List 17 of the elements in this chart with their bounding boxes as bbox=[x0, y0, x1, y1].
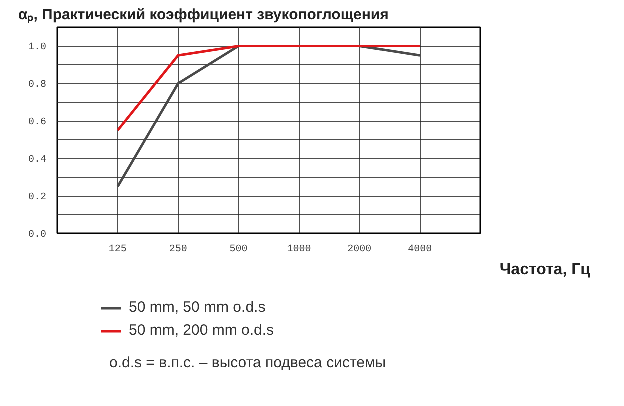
x-tick-label: 4000 bbox=[408, 244, 432, 256]
y-tick-label: 1.0 bbox=[28, 42, 47, 54]
y-tick-label: 0.0 bbox=[28, 230, 47, 241]
y-tick-label: 0.4 bbox=[28, 155, 47, 166]
y-tick-label: 0.6 bbox=[28, 118, 47, 129]
chart-title: αₚ, Практический коэффициент звукопоглощения bbox=[18, 6, 389, 24]
x-tick-label: 250 bbox=[169, 244, 188, 256]
y-tick-label: 0.2 bbox=[28, 192, 47, 204]
text: o.d.s = в.п.с. – высота подвеса системы bbox=[110, 354, 386, 372]
legend-label: 50 mm, 50 mm o.d.s bbox=[129, 299, 266, 316]
legend-label: 50 mm, 200 mm o.d.s bbox=[129, 322, 274, 339]
x-tick-label: 500 bbox=[230, 244, 248, 256]
x-tick-label: 2000 bbox=[348, 244, 372, 256]
x-tick-label: 125 bbox=[108, 244, 127, 256]
y-tick-label: 0.8 bbox=[28, 80, 47, 92]
x-axis-title: Частота, Гц bbox=[500, 262, 591, 278]
x-tick-label: 1000 bbox=[287, 244, 312, 256]
